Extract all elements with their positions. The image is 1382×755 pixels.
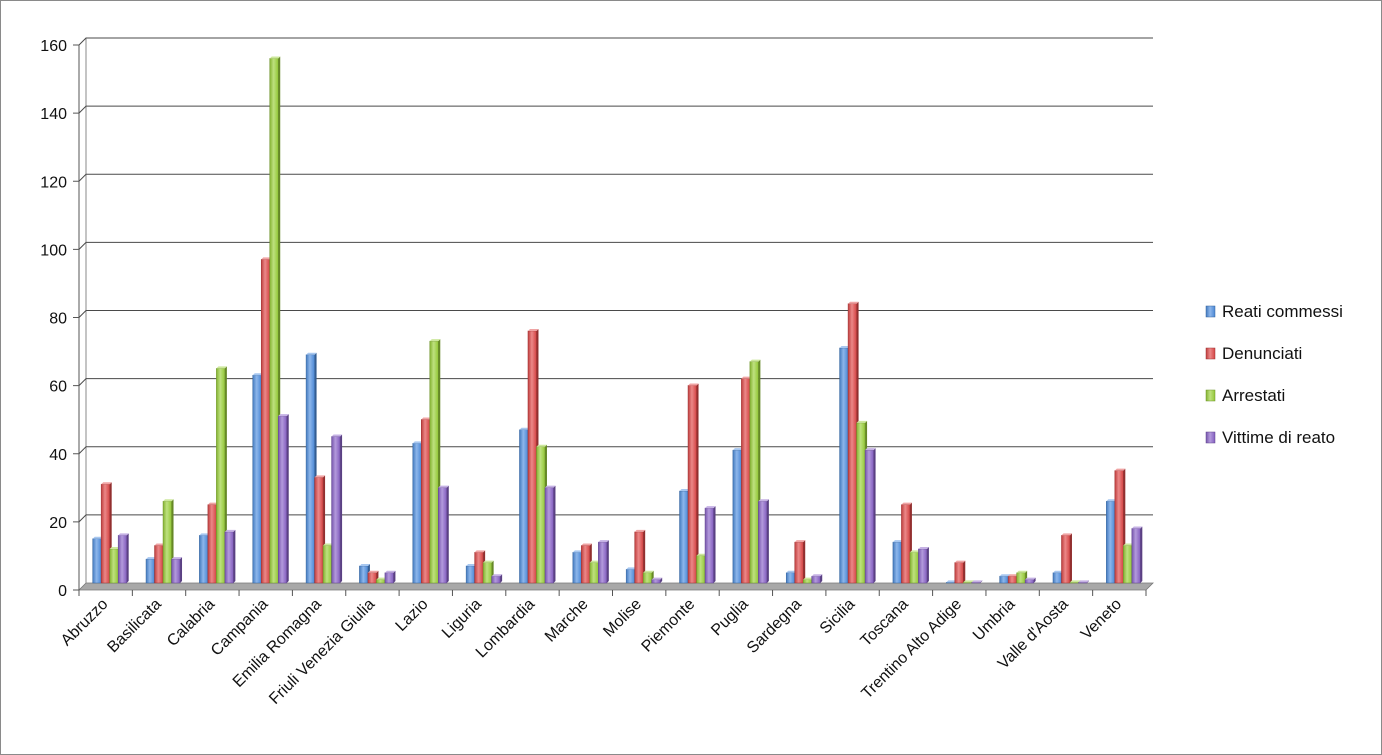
bar <box>544 485 556 584</box>
floor-plane <box>78 582 1154 591</box>
bar <box>1078 580 1089 584</box>
x-tick-label: Calabria <box>164 596 218 650</box>
y-tick-label: 120 <box>40 174 67 191</box>
legend-swatch <box>1205 389 1216 402</box>
legend-swatch <box>1205 305 1216 318</box>
x-tick-label: Lazio <box>393 596 432 635</box>
legend-swatch <box>1205 431 1216 444</box>
y-tick-label: 140 <box>40 106 67 123</box>
bar <box>117 533 129 584</box>
legend-label: Reati commessi <box>1222 302 1343 321</box>
gridlines <box>78 37 1153 523</box>
x-tick-label: Piemonte <box>639 596 699 656</box>
gridline <box>78 378 1153 386</box>
x-tick-label: Toscana <box>858 596 912 650</box>
legend-swatch <box>1205 347 1216 360</box>
x-tick-label: Puglia <box>708 596 752 640</box>
legend-item: Denunciati <box>1205 344 1302 363</box>
bar <box>598 540 609 584</box>
gridline <box>78 514 1153 523</box>
y-tick-label: 20 <box>49 515 67 532</box>
bars <box>92 56 1143 584</box>
bar <box>954 560 966 584</box>
legend-label: Arrestati <box>1222 386 1285 405</box>
bar <box>491 574 503 584</box>
bar <box>971 580 983 584</box>
x-tick-label: Abruzzo <box>58 596 112 650</box>
bar <box>704 506 716 584</box>
legend-item: Arrestati <box>1205 386 1285 405</box>
bar <box>171 557 183 584</box>
bar <box>651 577 663 584</box>
bar <box>864 448 876 584</box>
bar <box>687 383 699 584</box>
x-tick-label: Liguria <box>439 596 485 642</box>
bar <box>811 574 823 584</box>
bar <box>331 434 343 584</box>
x-tick-label: Umbria <box>970 596 1019 645</box>
bar <box>758 499 769 584</box>
gridline <box>78 173 1153 182</box>
bar <box>1131 526 1143 584</box>
x-tick-label: Trentino Alto Adige <box>859 596 966 703</box>
chart-floor <box>78 38 1154 591</box>
bar <box>918 546 929 584</box>
x-tick-label: Sicilia <box>817 596 859 638</box>
bar <box>1061 533 1072 584</box>
y-tick-label: 0 <box>58 583 67 600</box>
y-axis-ticks: 0 20 40 60 80 100 120 140 160 <box>40 38 79 600</box>
bar <box>216 366 227 584</box>
legend-label: Vittime di reato <box>1222 428 1335 447</box>
gridline <box>78 446 1153 455</box>
bar <box>1024 577 1036 584</box>
bar <box>802 577 814 584</box>
x-tick-label: Basilicata <box>104 596 165 657</box>
y-tick-label: 80 <box>49 311 67 328</box>
y-tick-label: 40 <box>49 447 67 464</box>
bar <box>384 570 396 584</box>
gridline <box>78 241 1153 250</box>
x-tick-label: Marche <box>542 596 592 646</box>
legend: Reati commessi Denunciati Arrestati Vittime… <box>1205 302 1343 447</box>
bar <box>277 414 289 584</box>
y-tick-label: 60 <box>49 379 67 396</box>
x-tick-label: Veneto <box>1078 596 1125 643</box>
bar <box>634 529 646 584</box>
x-tick-label: Friuli Venezia Giulia <box>266 596 378 708</box>
gridline <box>78 105 1153 114</box>
gridline <box>78 310 1153 318</box>
legend-item: Vittime di reato <box>1205 428 1335 447</box>
gridline <box>78 37 1153 46</box>
y-tick-label: 160 <box>40 38 67 55</box>
legend-item: Reati commessi <box>1205 302 1343 321</box>
bar <box>794 540 806 584</box>
x-tick-label: Molise <box>600 596 645 641</box>
y-tick-label: 100 <box>40 242 67 259</box>
bar <box>438 485 449 584</box>
x-tick-label: Sardegna <box>744 596 805 657</box>
bar <box>224 529 236 584</box>
legend-label: Denunciati <box>1222 344 1302 363</box>
